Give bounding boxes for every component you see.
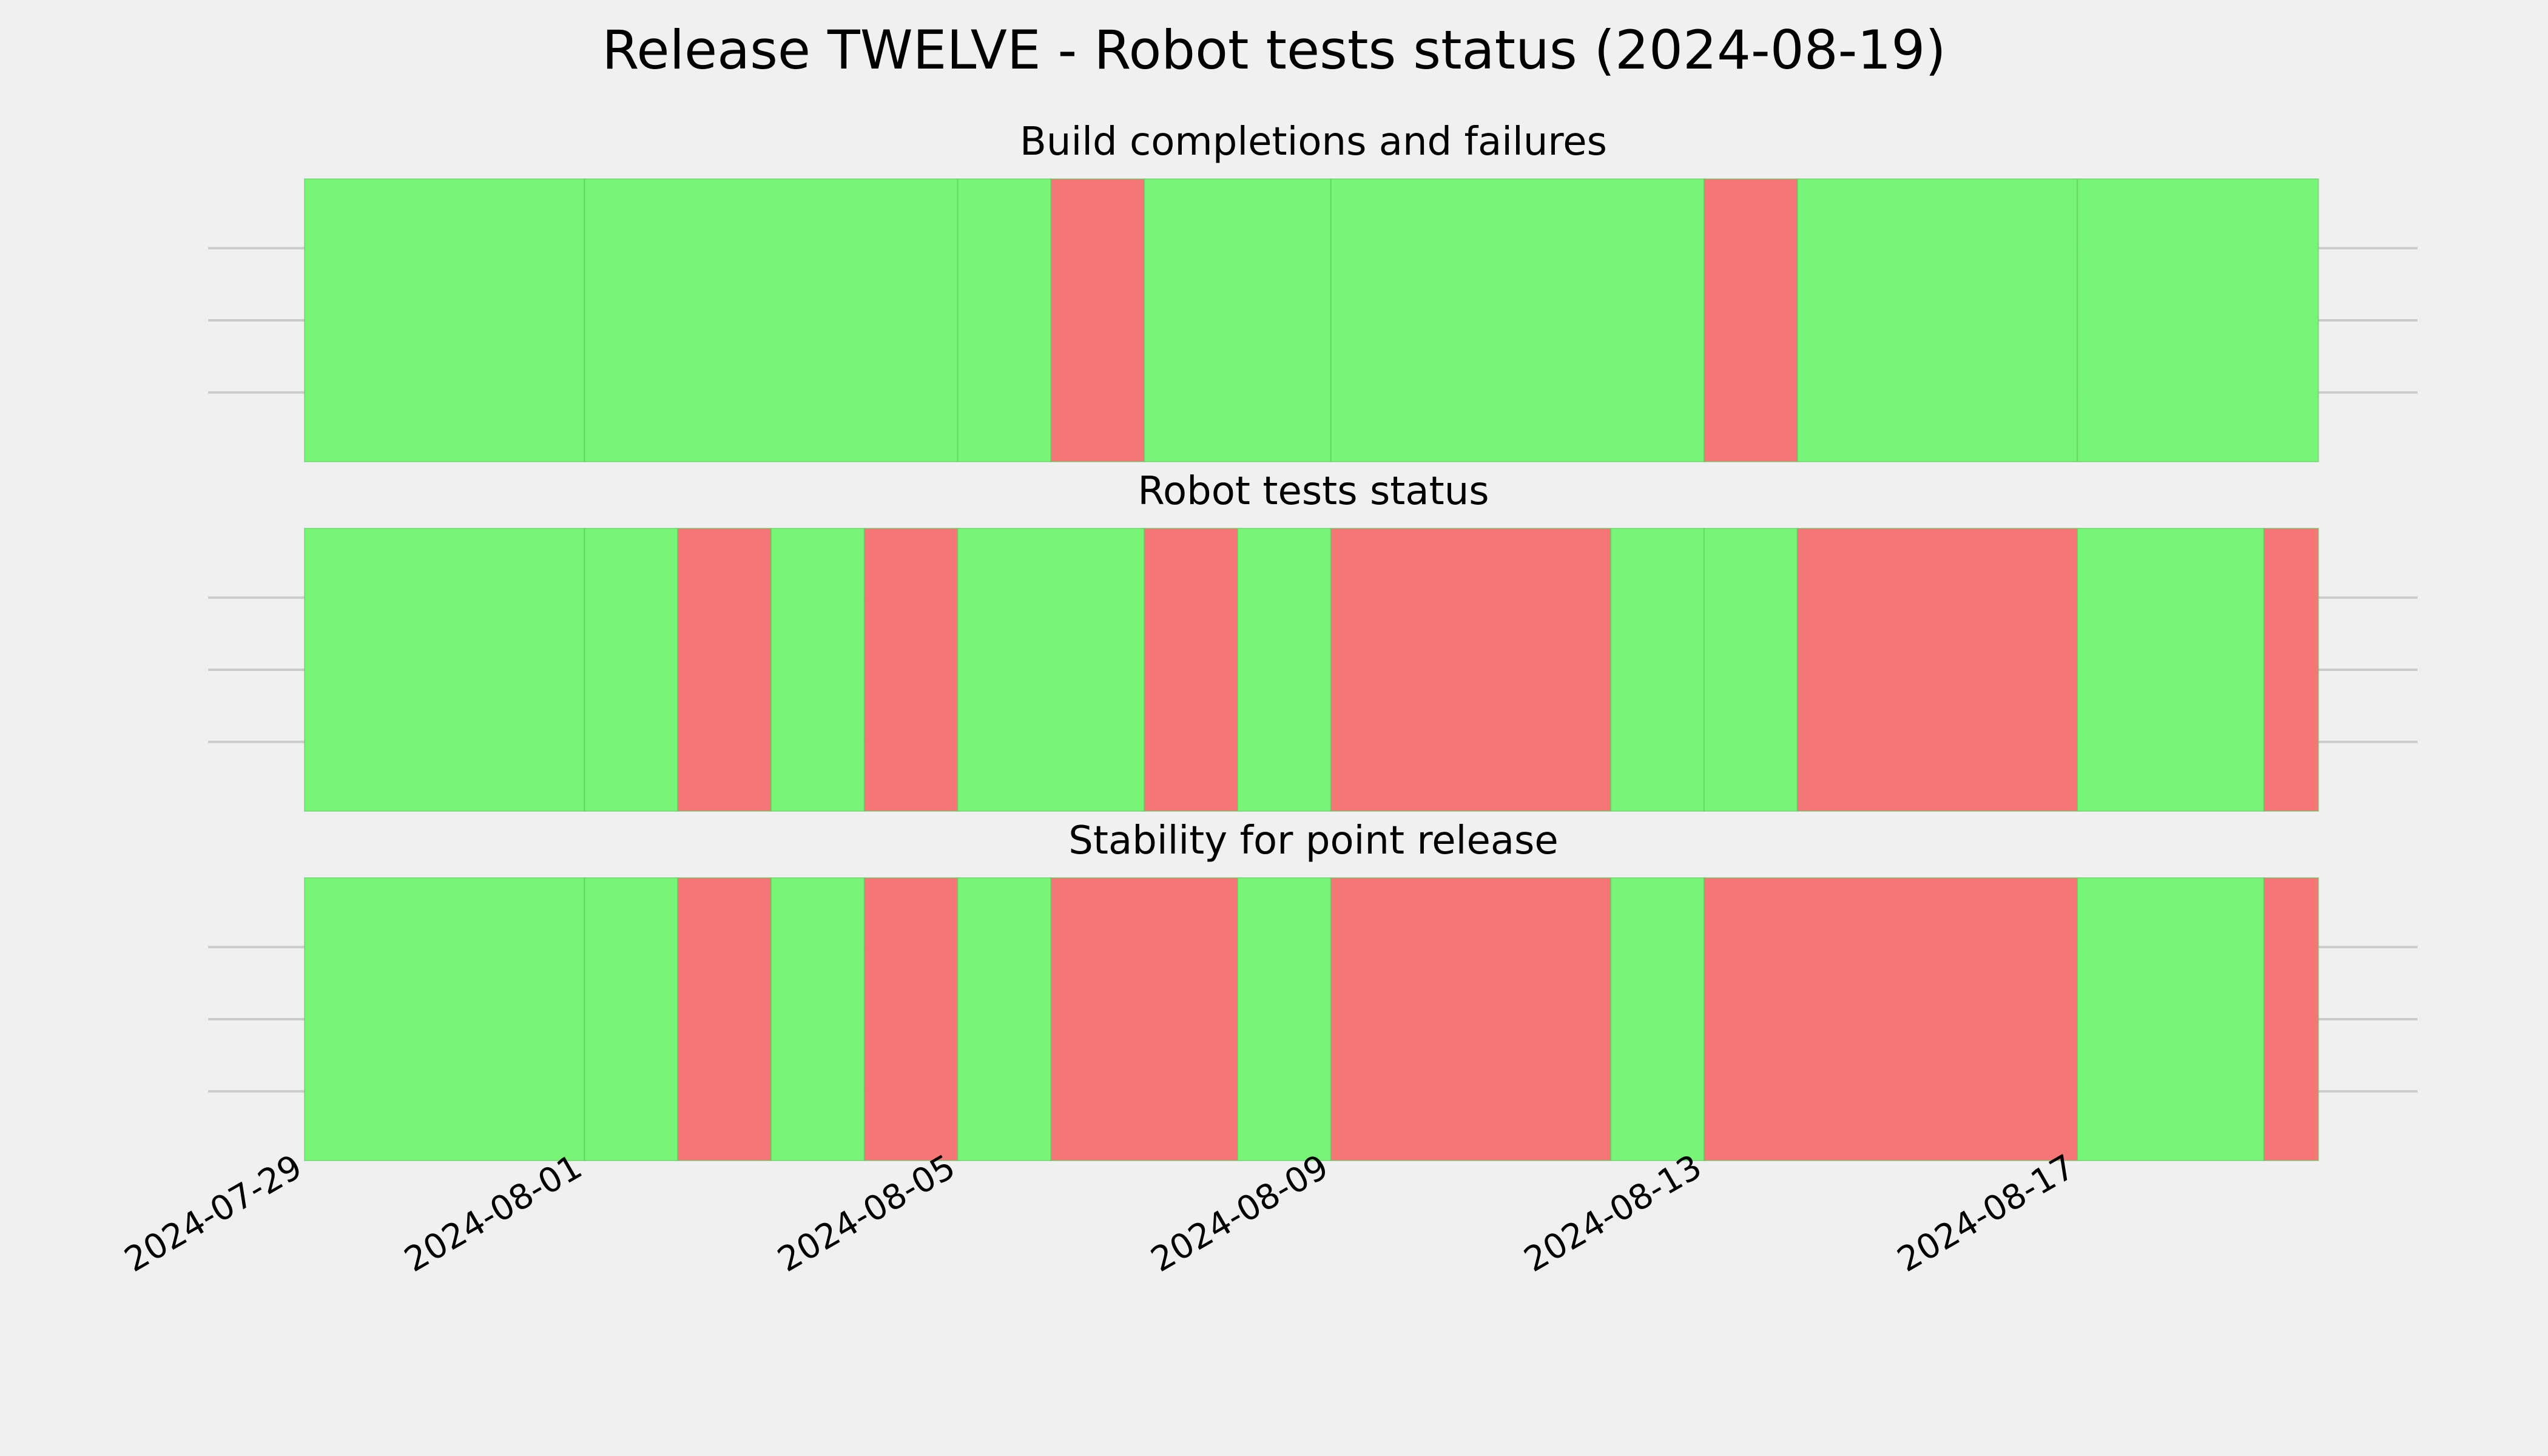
status-segment-fail [2263,528,2319,812]
status-segment-fail [1050,877,1239,1161]
status-segment-pass [304,528,585,812]
status-segment-fail [677,877,772,1161]
status-segment-pass [957,178,1052,462]
status-segment-pass [1144,178,1332,462]
timeline-panel: Stability for point release [208,818,2418,1161]
status-segment-pass [584,877,679,1161]
status-segment-pass [2077,877,2265,1161]
status-segment-pass [1796,178,2078,462]
status-segment-pass [770,528,865,812]
status-segment-pass [304,178,585,462]
status-segment-pass [957,528,1145,812]
timeline-panel: Robot tests status [208,469,2418,812]
status-segment-fail [1330,528,1612,812]
status-segment-fail [1144,528,1238,812]
status-segment-pass [2077,528,2265,812]
status-segment-fail [1050,178,1145,462]
status-segment-pass [584,528,679,812]
status-segment-pass [1610,877,1705,1161]
status-segment-pass [1237,877,1332,1161]
chart-title: Release TWELVE - Robot tests status (202… [602,19,1946,81]
status-segment-fail [677,528,772,812]
status-segment-pass [1704,528,1798,812]
status-segment-fail [1704,877,2078,1161]
status-segment-pass [2077,178,2319,462]
status-segment-pass [770,877,865,1161]
status-segment-pass [1610,528,1705,812]
status-segment-pass [584,178,959,462]
panel-title: Stability for point release [1068,818,1559,863]
timeline-panel: Build completions and failures [208,120,2418,462]
status-segment-fail [863,528,959,812]
status-segment-fail [1796,528,2078,812]
timeline-panels: Build completions and failures Robot test… [208,120,2418,1161]
status-segment-fail [1330,877,1612,1161]
status-segment-fail [2263,877,2319,1161]
status-segment-fail [863,877,959,1161]
status-segment-pass [1330,178,1705,462]
panel-title: Build completions and failures [1020,120,1607,164]
status-segment-pass [957,877,1052,1161]
status-segment-pass [1237,528,1332,812]
status-segment-pass [304,877,585,1161]
panel-title: Robot tests status [1138,469,1489,514]
status-segment-fail [1704,178,1798,462]
